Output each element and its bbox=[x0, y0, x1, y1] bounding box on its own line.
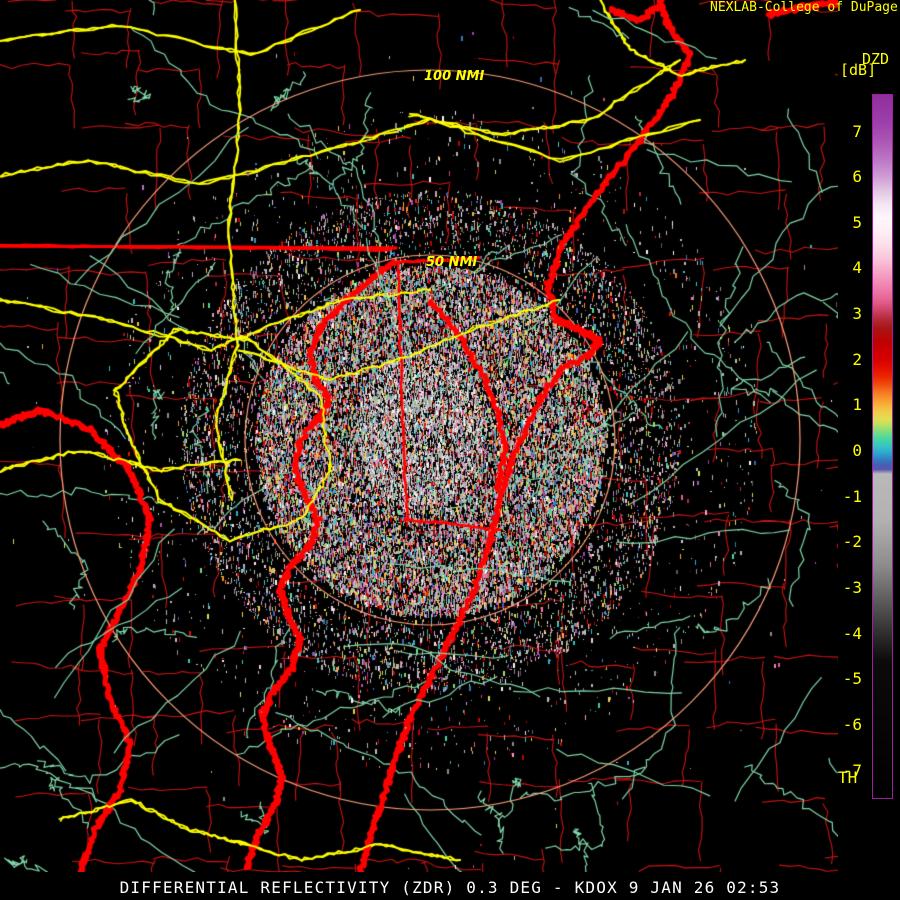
product-code-label: DZD bbox=[862, 50, 890, 68]
radar-map-canvas[interactable] bbox=[0, 0, 838, 872]
nexlab-attribution-label: NEXLAB-College of DuPage R bbox=[710, 0, 900, 15]
colorbar-gradient bbox=[873, 95, 892, 798]
range-ring-label-50nmi: 50 NMI bbox=[426, 255, 478, 270]
caption-bar: DIFFERENTIAL REFLECTIVITY (ZDR) 0.3 DEG … bbox=[0, 876, 900, 900]
colorbar[interactable] bbox=[872, 94, 893, 799]
threshold-label: TH bbox=[838, 768, 858, 787]
colorbar-frame bbox=[872, 94, 893, 799]
range-ring-label-100nmi: 100 NMI bbox=[424, 69, 485, 84]
units-label: [dB] bbox=[840, 61, 877, 79]
radar-map-panel[interactable] bbox=[0, 0, 838, 872]
caption-text: DIFFERENTIAL REFLECTIVITY (ZDR) 0.3 DEG … bbox=[119, 878, 781, 897]
